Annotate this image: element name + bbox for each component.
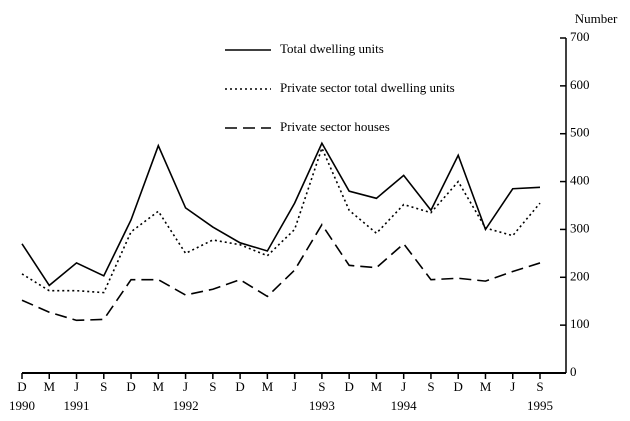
x-year-label: 1995 [527, 398, 553, 413]
x-tick-label: M [480, 379, 492, 394]
x-tick-label: D [126, 379, 135, 394]
x-tick-label: D [454, 379, 463, 394]
x-year-label: 1991 [64, 398, 90, 413]
x-year-label: 1994 [391, 398, 418, 413]
y-tick-label: 400 [570, 173, 590, 188]
y-tick-label: 100 [570, 316, 590, 331]
y-tick-label: 0 [570, 364, 577, 379]
x-tick-label: D [235, 379, 244, 394]
x-tick-label: M [371, 379, 383, 394]
y-tick-label: 200 [570, 268, 590, 283]
x-tick-label: J [74, 379, 79, 394]
x-tick-label: S [318, 379, 325, 394]
x-tick-label: S [427, 379, 434, 394]
x-tick-label: S [209, 379, 216, 394]
x-tick-label: D [17, 379, 26, 394]
legend-label: Private sector total dwelling units [280, 80, 455, 95]
legend-label: Total dwelling units [280, 41, 384, 56]
legend-label: Private sector houses [280, 119, 390, 134]
series-line [21, 141, 541, 287]
x-year-label: 1993 [309, 398, 335, 413]
x-tick-label: D [344, 379, 353, 394]
series-line [21, 223, 541, 322]
x-tick-label: M [153, 379, 165, 394]
x-tick-label: J [510, 379, 515, 394]
x-tick-label: J [401, 379, 406, 394]
series-line [21, 145, 541, 294]
y-tick-label: 300 [570, 220, 590, 235]
x-tick-label: S [536, 379, 543, 394]
y-tick-label: 600 [570, 77, 590, 92]
y-tick-label: 700 [570, 29, 590, 44]
x-tick-label: J [292, 379, 297, 394]
x-tick-label: S [100, 379, 107, 394]
x-year-label: 1990 [9, 398, 35, 413]
x-tick-label: J [183, 379, 188, 394]
x-tick-label: M [262, 379, 274, 394]
y-axis-title: Number [575, 11, 618, 26]
y-tick-label: 500 [570, 125, 590, 140]
x-tick-label: M [43, 379, 55, 394]
x-year-label: 1992 [173, 398, 199, 413]
